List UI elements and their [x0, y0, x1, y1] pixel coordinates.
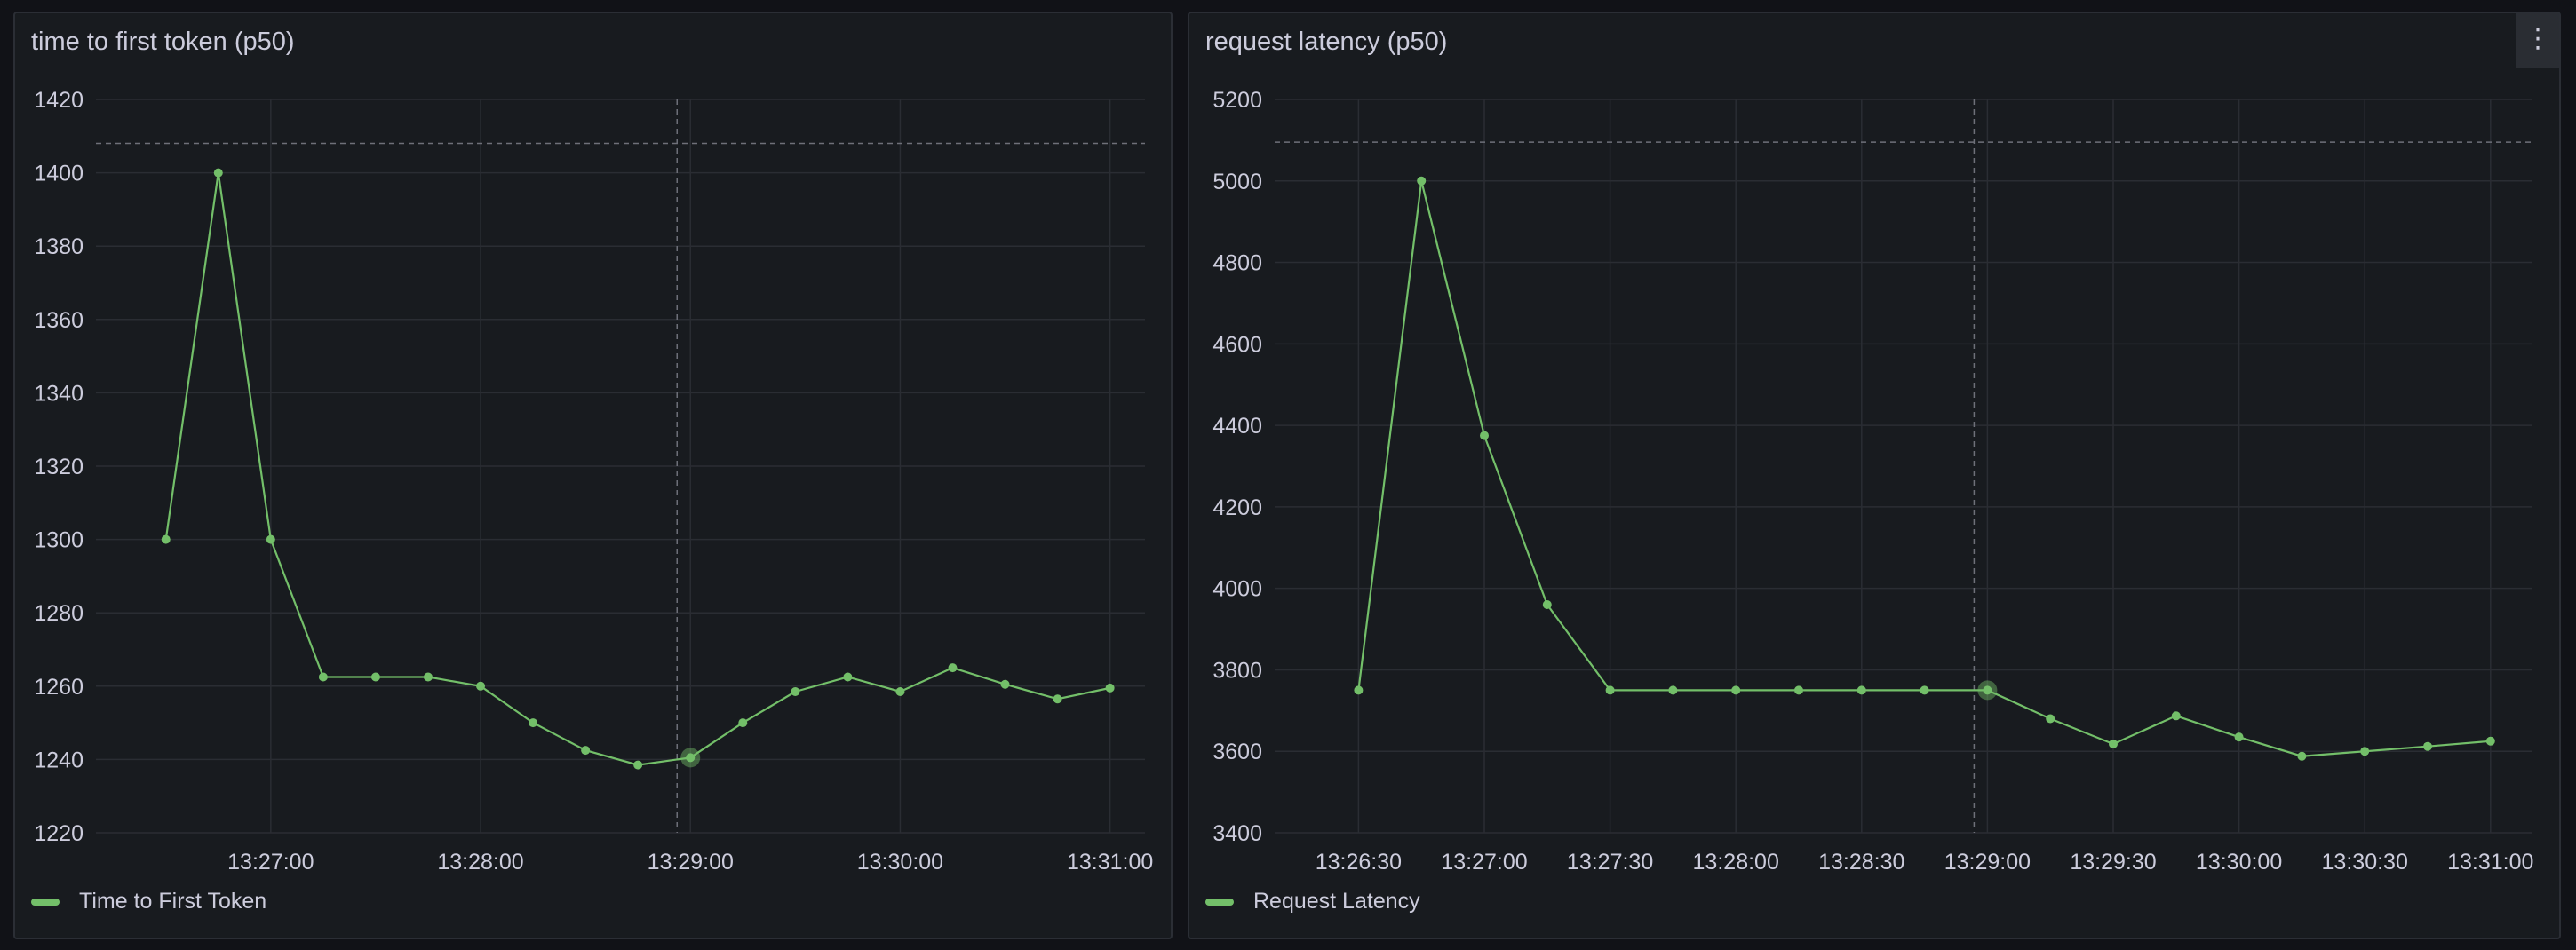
legend-item[interactable]: Request Latency — [1205, 889, 1420, 914]
data-point — [686, 753, 696, 763]
panel-request-latency: request latency (p50) ⋮ 3400 3600 3800 4000… — [1188, 12, 2561, 939]
data-point — [161, 534, 171, 544]
x-tick-label: 13:27:30 — [1567, 850, 1653, 875]
data-point — [791, 686, 800, 696]
x-tick-label: 13:30:00 — [2196, 850, 2282, 875]
data-point — [2109, 739, 2118, 748]
x-tick-label: 13:29:00 — [1944, 850, 2031, 875]
y-tick-label: 4400 — [1212, 414, 1262, 439]
data-point — [1605, 685, 1615, 695]
data-point — [1000, 679, 1010, 689]
data-point — [895, 686, 905, 696]
data-point — [2485, 736, 2495, 746]
legend-label: Request Latency — [1253, 889, 1420, 914]
y-tick-label: 1300 — [34, 528, 83, 553]
data-point — [2234, 732, 2244, 742]
y-tick-label: 1260 — [34, 675, 83, 700]
data-point — [1856, 685, 1866, 695]
y-tick-label: 4200 — [1212, 495, 1262, 520]
y-tick-label: 1220 — [34, 821, 83, 846]
y-tick-label: 1400 — [34, 162, 83, 186]
data-point — [633, 760, 643, 770]
y-tick-label: 1320 — [34, 455, 83, 479]
x-tick-label: 13:29:00 — [648, 850, 734, 875]
y-tick-label: 1380 — [34, 234, 83, 259]
y-tick-label: 4000 — [1212, 577, 1262, 602]
y-tick-label: 3400 — [1212, 821, 1262, 846]
x-tick-label: 13:26:30 — [1316, 850, 1402, 875]
y-tick-label: 3800 — [1212, 658, 1262, 683]
data-point — [318, 672, 328, 682]
y-tick-label: 5200 — [1212, 88, 1262, 113]
data-point — [2046, 714, 2055, 724]
data-point — [213, 168, 223, 178]
y-tick-label: 1420 — [34, 88, 83, 113]
data-point — [1105, 683, 1115, 693]
legend-swatch — [31, 898, 60, 906]
data-point — [266, 534, 275, 544]
x-tick-label: 13:27:00 — [227, 850, 314, 875]
kebab-menu-icon[interactable]: ⋮ — [2516, 13, 2559, 68]
y-tick-label: 1360 — [34, 308, 83, 333]
legend-label: Time to First Token — [79, 889, 267, 914]
data-point — [1731, 685, 1741, 695]
data-point — [529, 718, 538, 728]
data-point — [2360, 747, 2370, 756]
data-point — [476, 681, 486, 691]
panel-title: time to first token (p50) — [31, 28, 295, 56]
data-point — [1542, 600, 1552, 610]
y-tick-label: 1240 — [34, 748, 83, 772]
data-point — [1920, 685, 1929, 695]
panel-time-to-first-token: time to first token (p50) 1220 1240 1260 12… — [13, 12, 1173, 939]
data-point — [1417, 176, 1427, 186]
x-tick-label: 13:28:00 — [1693, 850, 1779, 875]
data-point — [423, 672, 433, 682]
legend-swatch — [1205, 898, 1234, 906]
legend-item[interactable]: Time to First Token — [31, 889, 266, 914]
panel-title: request latency (p50) — [1205, 28, 1448, 56]
data-point — [370, 672, 380, 682]
y-tick-label: 4800 — [1212, 251, 1262, 276]
x-tick-label: 13:30:00 — [857, 850, 943, 875]
data-point — [948, 663, 958, 673]
data-point — [1354, 685, 1364, 695]
data-point — [581, 746, 591, 756]
data-point — [1480, 431, 1489, 440]
y-tick-label: 5000 — [1212, 170, 1262, 194]
time-to-first-token-chart[interactable]: 1220 1240 1260 1280 1300 1320 1340 1360 1380 1400… — [15, 13, 1174, 941]
request-latency-chart[interactable]: 3400 3600 3800 4000 4200 4400 4600 4800 5000 5200… — [1189, 13, 2563, 941]
y-tick-label: 3600 — [1212, 740, 1262, 764]
data-point — [738, 718, 748, 728]
data-point — [1668, 685, 1678, 695]
x-tick-label: 13:28:30 — [1818, 850, 1904, 875]
x-tick-label: 13:27:00 — [1441, 850, 1527, 875]
y-tick-label: 4600 — [1212, 332, 1262, 357]
data-point — [1794, 685, 1803, 695]
x-tick-label: 13:30:30 — [2322, 850, 2408, 875]
x-tick-label: 13:29:30 — [2070, 850, 2156, 875]
y-tick-label: 1340 — [34, 381, 83, 406]
data-point — [2423, 741, 2432, 751]
data-point — [1983, 685, 1992, 695]
series-line — [164, 172, 1110, 766]
x-tick-label: 13:31:00 — [2447, 850, 2533, 875]
x-tick-label: 13:31:00 — [1067, 850, 1153, 875]
data-point — [2297, 751, 2307, 761]
y-tick-label: 1280 — [34, 601, 83, 626]
data-point — [1053, 694, 1062, 704]
data-point — [843, 672, 853, 682]
data-point — [2171, 711, 2181, 721]
x-tick-label: 13:28:00 — [437, 850, 523, 875]
